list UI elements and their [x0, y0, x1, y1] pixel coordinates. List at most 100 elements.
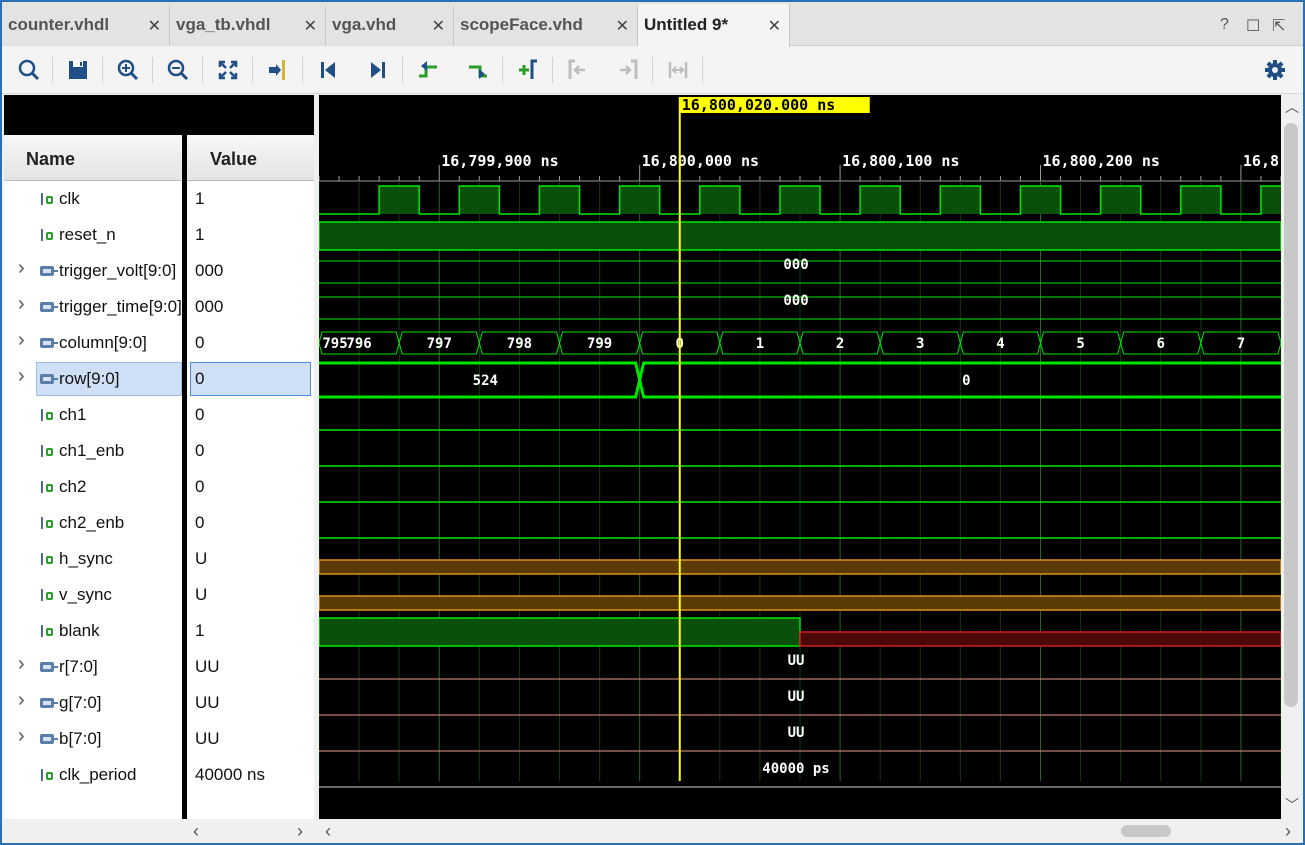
bit-signal-icon: [38, 479, 58, 495]
next-transition-icon[interactable]: [463, 55, 493, 85]
signal-value-row[interactable]: 0: [187, 397, 314, 433]
scroll-left-icon[interactable]: ‹: [325, 821, 331, 841]
bus-segment-label: 795: [322, 336, 347, 352]
tab-scopeface-vhd[interactable]: scopeFace.vhd ✕: [454, 6, 638, 46]
signal-row[interactable]: reset_n: [4, 217, 182, 253]
signal-row[interactable]: h_sync: [4, 541, 182, 577]
bus-value-label: 000: [783, 257, 808, 273]
value-column-header[interactable]: Value: [187, 135, 314, 181]
scroll-left-icon[interactable]: ‹: [193, 821, 199, 841]
tab-label: Untitled 9*: [644, 15, 729, 34]
signal-value-row[interactable]: UU: [187, 685, 314, 721]
clock-high-fill: [379, 186, 1302, 214]
signal-row[interactable]: ch2: [4, 469, 182, 505]
help-icon[interactable]: ?: [1220, 16, 1229, 33]
signal-value-row[interactable]: 0: [187, 505, 314, 541]
zoom-fit-icon[interactable]: [213, 55, 243, 85]
signal-row[interactable]: ch1_enb: [4, 433, 182, 469]
signal-row[interactable]: v_sync: [4, 577, 182, 613]
signal-value-row[interactable]: 1: [187, 181, 314, 217]
signal-row[interactable]: ch1: [4, 397, 182, 433]
signal-value: UU: [195, 693, 220, 712]
signal-row[interactable]: clk: [4, 181, 182, 217]
signal-value-row[interactable]: 000: [187, 253, 314, 289]
toolbar-separator: [252, 57, 253, 83]
signal-row[interactable]: › g[7:0]: [4, 685, 182, 721]
signal-row[interactable]: ch2_enb: [4, 505, 182, 541]
signal-row[interactable]: › trigger_volt[9:0]: [4, 253, 182, 289]
signal-value-row[interactable]: 40000 ns: [187, 757, 314, 793]
signal-value-row[interactable]: 1: [187, 217, 314, 253]
search-icon[interactable]: [14, 55, 44, 85]
waveform-horizontal-scrollbar[interactable]: ‹ ›: [319, 820, 1291, 843]
signal-value-row[interactable]: 0: [187, 325, 314, 361]
bus-segment: [638, 361, 1281, 399]
signal-value-row[interactable]: U: [187, 541, 314, 577]
signal-value: 000: [195, 297, 224, 316]
scroll-right-icon[interactable]: ›: [297, 821, 303, 841]
signal-value-row[interactable]: U: [187, 577, 314, 613]
signal-row[interactable]: › row[9:0]: [4, 361, 182, 397]
signal-value-row[interactable]: 1: [187, 613, 314, 649]
expand-chevron-icon[interactable]: ›: [18, 689, 25, 711]
signal-value: 1: [195, 225, 205, 244]
signal-value-row[interactable]: UU: [187, 721, 314, 757]
toolbar-separator: [152, 57, 153, 83]
waveform-canvas[interactable]: 16,799,900 ns 16,800,000 ns 16,800,100 ns 1…: [308, 95, 1302, 819]
signal-value: U: [195, 585, 208, 604]
zoom-out-icon[interactable]: [163, 55, 193, 85]
signal-value-row[interactable]: 000: [187, 289, 314, 325]
vertical-scrollbar[interactable]: ︿ ﹀: [1281, 95, 1303, 819]
signal-name: ch2_enb: [59, 513, 125, 532]
signal-name: ch1: [59, 405, 87, 424]
vertical-scroll-thumb[interactable]: [1284, 123, 1298, 707]
float-icon[interactable]: ⇱: [1272, 18, 1286, 35]
bus-segment: [1039, 331, 1122, 355]
expand-chevron-icon[interactable]: ›: [18, 257, 25, 279]
tab-vga-vhd[interactable]: vga.vhd ✕: [326, 6, 454, 46]
name-column-header[interactable]: Name: [4, 135, 182, 181]
settings-gear-icon[interactable]: [1260, 55, 1290, 85]
constant-value-label: 40000 ps: [762, 761, 829, 777]
close-icon[interactable]: ✕: [767, 18, 781, 35]
scroll-down-icon[interactable]: ﹀: [1285, 797, 1299, 813]
zoom-in-icon[interactable]: [113, 55, 143, 85]
signal-row[interactable]: › trigger_time[9:0]: [4, 289, 182, 325]
scroll-up-icon[interactable]: ︿: [1285, 99, 1299, 115]
tab-untitled-9[interactable]: Untitled 9* ✕: [638, 4, 790, 47]
go-to-cursor-icon[interactable]: [263, 55, 293, 85]
signal-row[interactable]: › column[9:0]: [4, 325, 182, 361]
go-to-end-icon[interactable]: [363, 55, 393, 85]
expand-chevron-icon[interactable]: ›: [18, 329, 25, 351]
signal-value-row[interactable]: 0: [187, 433, 314, 469]
add-marker-icon[interactable]: [513, 55, 543, 85]
go-to-start-icon[interactable]: [313, 55, 343, 85]
value-horizontal-scrollbar[interactable]: ‹ ›: [185, 820, 315, 843]
tab-vga-tb-vhdl[interactable]: vga_tb.vhdl ✕: [170, 6, 326, 46]
signal-row[interactable]: blank: [4, 613, 182, 649]
bit-signal-icon: [38, 443, 58, 459]
expand-chevron-icon[interactable]: ›: [18, 365, 25, 387]
horizontal-scroll-thumb[interactable]: [1121, 825, 1171, 837]
expand-chevron-icon[interactable]: ›: [18, 293, 25, 315]
bus-segment: [1200, 331, 1282, 355]
signal-value-row[interactable]: 0: [187, 469, 314, 505]
signal-row[interactable]: › b[7:0]: [4, 721, 182, 757]
close-icon[interactable]: ✕: [431, 18, 445, 35]
save-icon[interactable]: [63, 55, 93, 85]
signal-value-row[interactable]: 0: [187, 361, 314, 397]
close-icon[interactable]: ✕: [147, 18, 161, 35]
scroll-right-icon[interactable]: ›: [1285, 821, 1291, 841]
toolbar-separator: [202, 57, 203, 83]
signal-row[interactable]: clk_period: [4, 757, 182, 793]
signal-value-row[interactable]: UU: [187, 649, 314, 685]
previous-transition-icon[interactable]: [413, 55, 443, 85]
signal-row[interactable]: › r[7:0]: [4, 649, 182, 685]
tab-counter-vhdl[interactable]: counter.vhdl ✕: [2, 6, 170, 46]
close-icon[interactable]: ✕: [615, 18, 629, 35]
maximize-icon[interactable]: ☐: [1246, 18, 1261, 35]
expand-chevron-icon[interactable]: ›: [18, 725, 25, 747]
expand-chevron-icon[interactable]: ›: [18, 653, 25, 675]
bus-segment-label: 799: [587, 336, 612, 352]
close-icon[interactable]: ✕: [303, 18, 317, 35]
